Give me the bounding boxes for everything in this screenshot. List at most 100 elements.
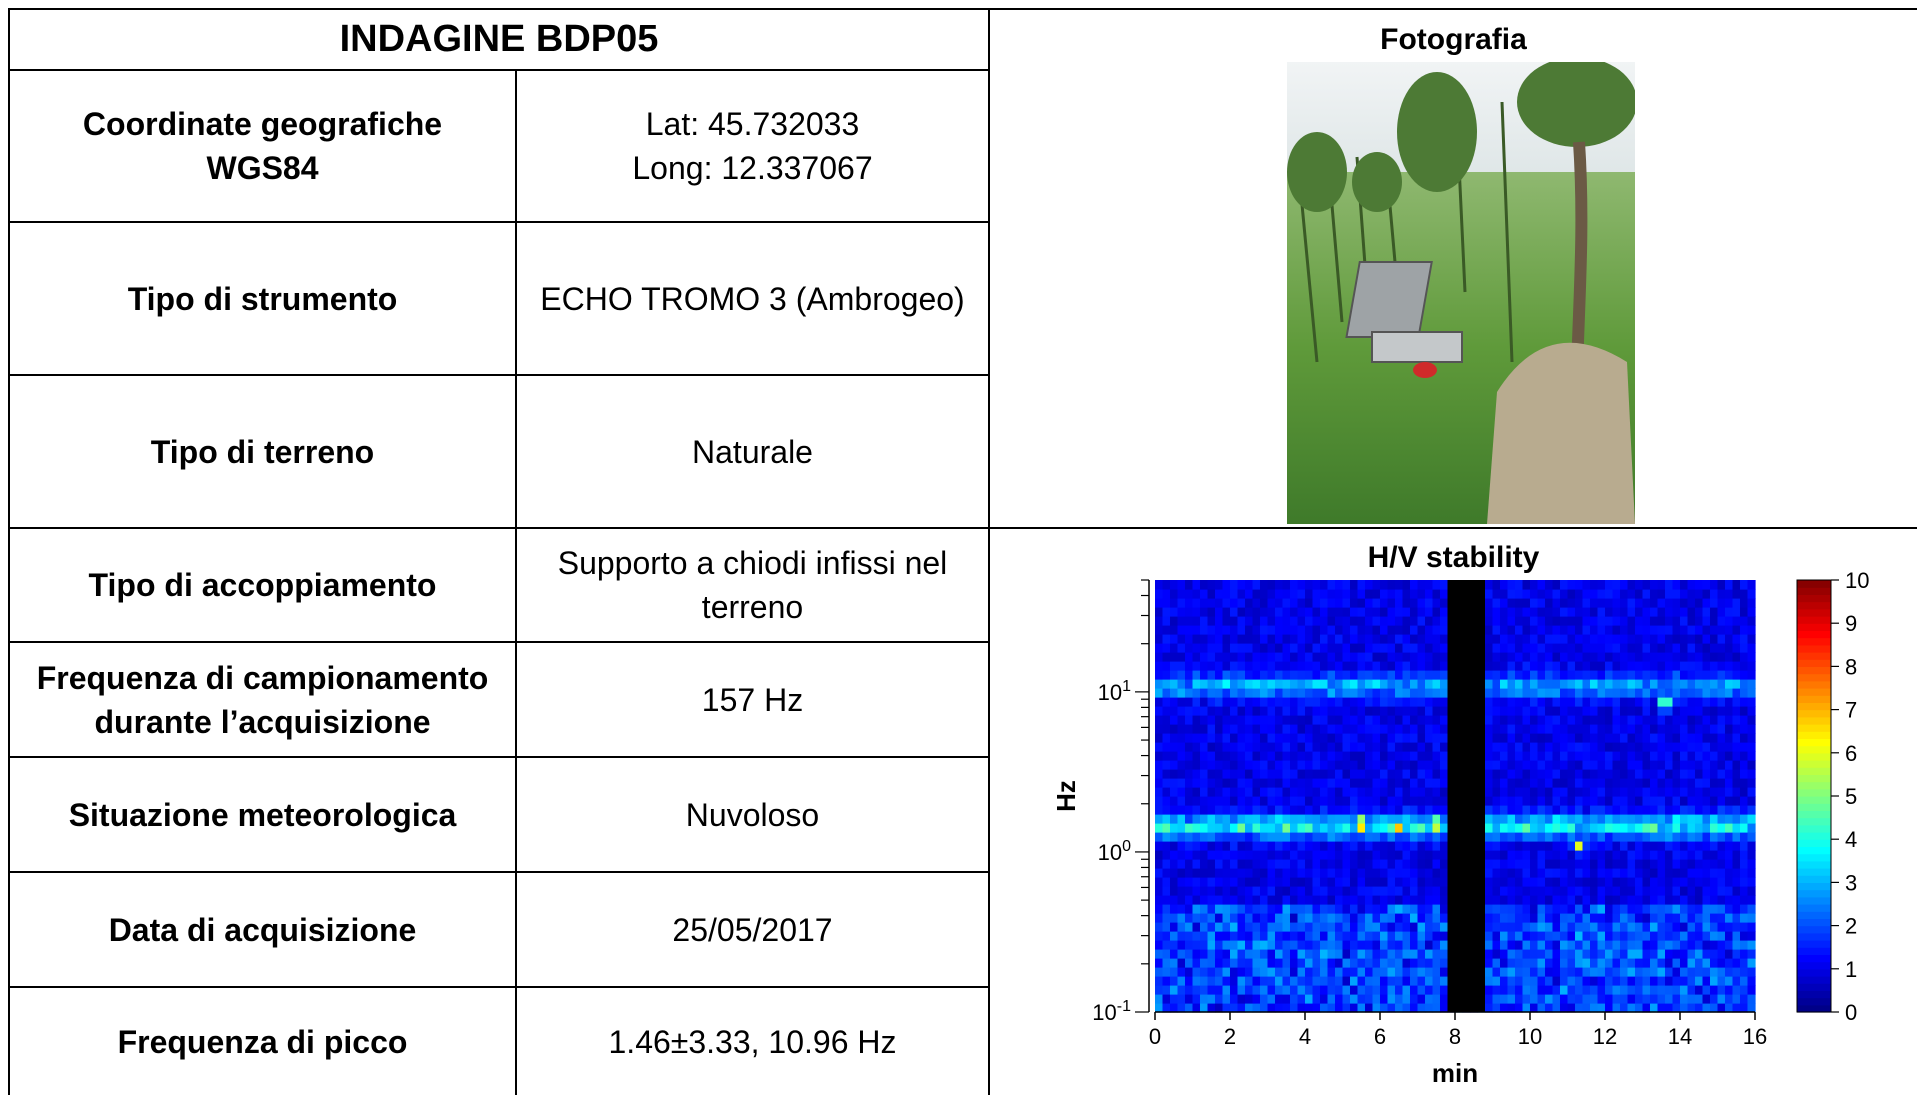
heatmap-cell xyxy=(1387,724,1396,734)
heatmap-cell xyxy=(1567,868,1576,878)
heatmap-cell xyxy=(1507,994,1516,1004)
heatmap-cell xyxy=(1507,787,1516,797)
heatmap-cell xyxy=(1402,742,1411,752)
heatmap-cell xyxy=(1342,598,1351,608)
heatmap-cell xyxy=(1440,661,1449,671)
heatmap-cell xyxy=(1372,778,1381,788)
heatmap-cell xyxy=(1650,1003,1659,1013)
heatmap-cell xyxy=(1492,661,1501,671)
heatmap-cell xyxy=(1620,679,1629,689)
heatmap-cell xyxy=(1440,886,1449,896)
heatmap-cell xyxy=(1717,724,1726,734)
heatmap-cell xyxy=(1680,949,1689,959)
heatmap-cell xyxy=(1582,679,1591,689)
heatmap-cell xyxy=(1402,895,1411,905)
heatmap-cell xyxy=(1245,1003,1254,1013)
heatmap-cell xyxy=(1717,832,1726,842)
heatmap-cell xyxy=(1747,787,1756,797)
colorbar-segment xyxy=(1797,659,1831,667)
heatmap-cell xyxy=(1267,724,1276,734)
heatmap-cell xyxy=(1612,724,1621,734)
heatmap-cell xyxy=(1650,589,1659,599)
heatmap-cell xyxy=(1275,796,1284,806)
heatmap-cell xyxy=(1582,913,1591,923)
heatmap-cell xyxy=(1732,859,1741,869)
heatmap-cell xyxy=(1695,688,1704,698)
heatmap-cell xyxy=(1485,841,1494,851)
heatmap-cell xyxy=(1515,742,1524,752)
heatmap-cell xyxy=(1507,643,1516,653)
heatmap-cell xyxy=(1372,580,1381,590)
heatmap-cell xyxy=(1350,733,1359,743)
heatmap-cell xyxy=(1245,832,1254,842)
heatmap-cell xyxy=(1282,697,1291,707)
heatmap-cell xyxy=(1545,652,1554,662)
heatmap-cell xyxy=(1725,967,1734,977)
heatmap-cell xyxy=(1612,976,1621,986)
heatmap-cell xyxy=(1350,967,1359,977)
heatmap-cell xyxy=(1702,949,1711,959)
heatmap-cell xyxy=(1380,832,1389,842)
heatmap-cell xyxy=(1725,607,1734,617)
heatmap-cell xyxy=(1627,670,1636,680)
heatmap-cell xyxy=(1440,895,1449,905)
heatmap-cell xyxy=(1627,715,1636,725)
heatmap-cell xyxy=(1702,985,1711,995)
heatmap-cell xyxy=(1425,760,1434,770)
heatmap-cell xyxy=(1612,877,1621,887)
label-coordinates: Coordinate geografiche WGS84 xyxy=(82,106,443,186)
colorbar-segment xyxy=(1797,853,1831,862)
heatmap-cell xyxy=(1522,922,1531,932)
heatmap-cell xyxy=(1695,922,1704,932)
heatmap-cell xyxy=(1162,886,1171,896)
heatmap-cell xyxy=(1485,931,1494,941)
heatmap-cell xyxy=(1537,787,1546,797)
heatmap-cell xyxy=(1162,1003,1171,1013)
heatmap-cell xyxy=(1545,859,1554,869)
heatmap-cell xyxy=(1267,823,1276,833)
heatmap-cell xyxy=(1282,769,1291,779)
heatmap-cell xyxy=(1560,580,1569,590)
heatmap-cell xyxy=(1620,760,1629,770)
heatmap-cell xyxy=(1432,877,1441,887)
heatmap-cell xyxy=(1590,877,1599,887)
heatmap-cell xyxy=(1635,769,1644,779)
heatmap-cell xyxy=(1327,913,1336,923)
heatmap-cell xyxy=(1365,913,1374,923)
heatmap-cell xyxy=(1537,949,1546,959)
colorbar-segment xyxy=(1797,832,1831,840)
heatmap-cell xyxy=(1702,733,1711,743)
heatmap-cell xyxy=(1650,850,1659,860)
heatmap-cell xyxy=(1402,670,1411,680)
heatmap-cell xyxy=(1252,832,1261,842)
colorbar xyxy=(1796,579,1832,1013)
heatmap-cell xyxy=(1492,670,1501,680)
heatmap-cell xyxy=(1350,661,1359,671)
heatmap-cell xyxy=(1297,760,1306,770)
heatmap-cell xyxy=(1245,967,1254,977)
heatmap-cell xyxy=(1612,760,1621,770)
heatmap-cell xyxy=(1312,751,1321,761)
heatmap-cell xyxy=(1560,1003,1569,1013)
heatmap-cell xyxy=(1537,598,1546,608)
heatmap-cell xyxy=(1335,994,1344,1004)
heatmap-cell xyxy=(1357,643,1366,653)
heatmap-cell xyxy=(1230,994,1239,1004)
heatmap-cell xyxy=(1155,985,1164,995)
heatmap-cell xyxy=(1252,895,1261,905)
heatmap-gap xyxy=(1447,580,1485,1012)
heatmap-cell xyxy=(1575,994,1584,1004)
heatmap-cell xyxy=(1665,697,1674,707)
heatmap-cell xyxy=(1635,814,1644,824)
heatmap-cell xyxy=(1185,796,1194,806)
heatmap-cell xyxy=(1425,607,1434,617)
heatmap-cell xyxy=(1530,940,1539,950)
heatmap-cell xyxy=(1635,832,1644,842)
heatmap-cell xyxy=(1267,634,1276,644)
heatmap-cell xyxy=(1515,697,1524,707)
heatmap-cell xyxy=(1590,994,1599,1004)
heatmap-cell xyxy=(1402,967,1411,977)
heatmap-cell xyxy=(1200,643,1209,653)
heatmap-cell xyxy=(1590,976,1599,986)
heatmap-cell xyxy=(1297,994,1306,1004)
